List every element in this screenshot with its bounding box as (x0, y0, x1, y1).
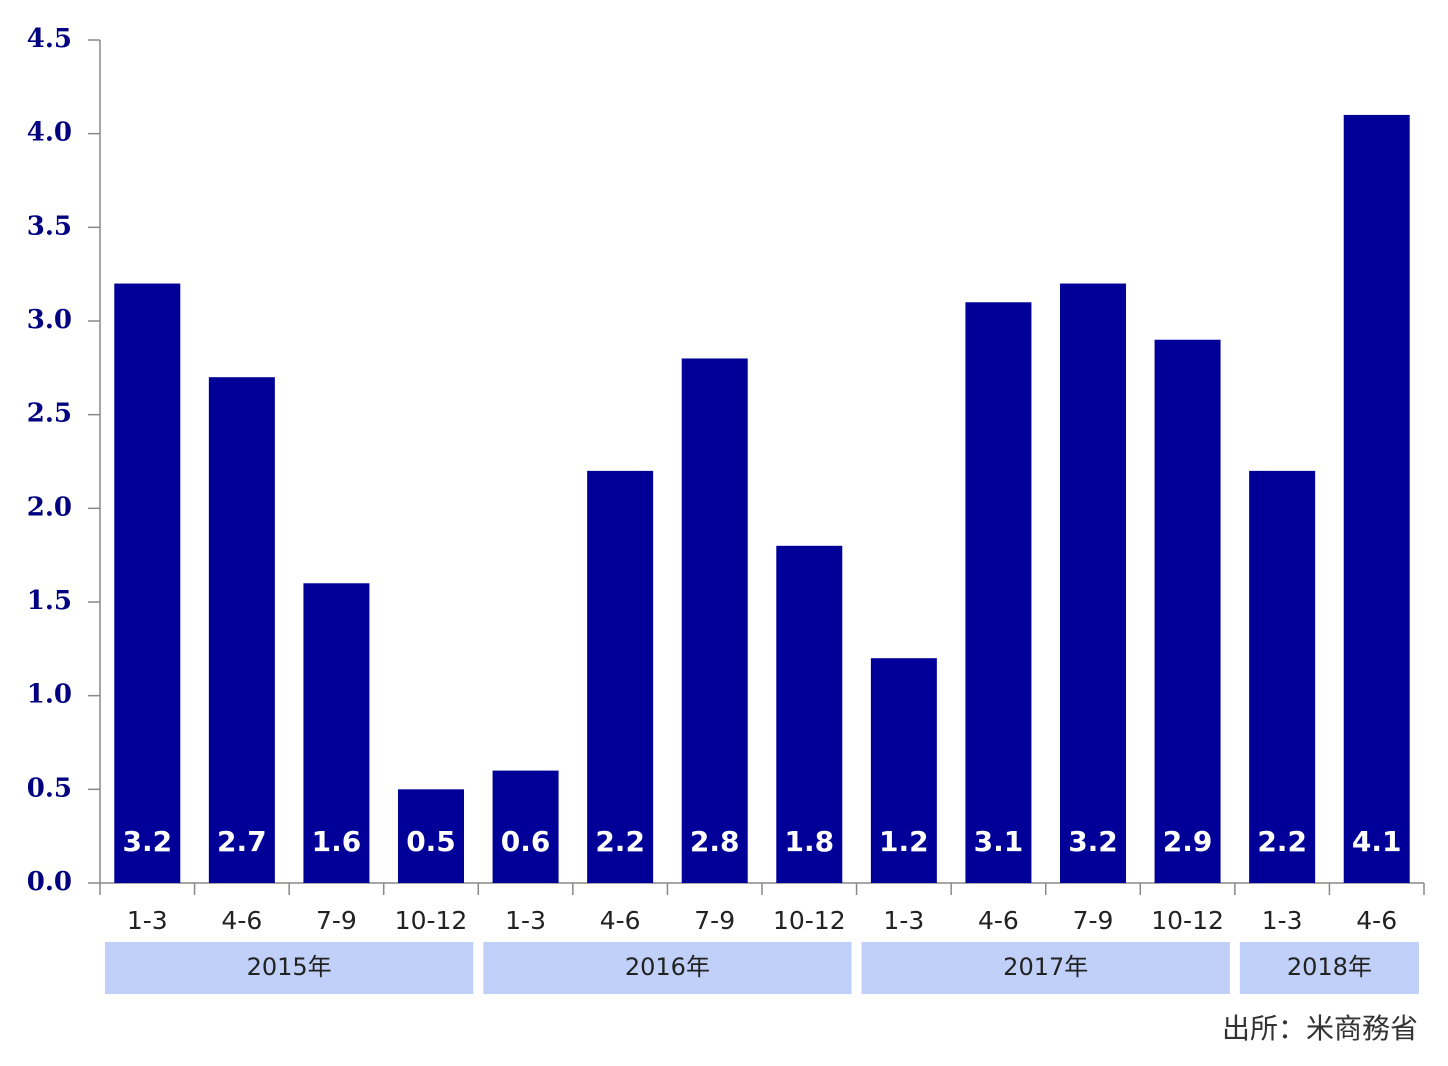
group-box (861, 942, 1230, 994)
x-tick-label: 1-3 (505, 906, 546, 935)
y-tick-label: 0.0 (27, 867, 72, 897)
y-tick-label: 2.5 (27, 399, 72, 429)
value-label: 0.6 (501, 825, 551, 858)
x-tick-label: 10-12 (395, 906, 468, 935)
x-tick-label: 4-6 (600, 906, 641, 935)
x-tick-label: 1-3 (1262, 906, 1303, 935)
value-label: 2.7 (217, 825, 267, 858)
value-label: 3.2 (1068, 825, 1118, 858)
bar (398, 789, 464, 883)
x-tick-label: 7-9 (694, 906, 735, 935)
bar (1249, 470, 1316, 883)
y-tick-label: 3.0 (27, 305, 72, 335)
value-label: 0.5 (406, 825, 456, 858)
group-label: 2015年 (247, 953, 332, 981)
group-box (1239, 942, 1419, 994)
group-box (483, 942, 852, 994)
x-tick-label: 4-6 (978, 906, 1019, 935)
value-label: 1.2 (879, 825, 929, 858)
x-tick-label: 4-6 (221, 906, 262, 935)
x-tick-label: 10-12 (1151, 906, 1224, 935)
value-label: 2.2 (595, 825, 645, 858)
bar (303, 583, 370, 883)
group-label: 2017年 (1003, 953, 1088, 981)
x-tick-label: 10-12 (773, 906, 846, 935)
x-tick-label: 7-9 (316, 906, 357, 935)
value-label: 2.9 (1163, 825, 1213, 858)
y-tick-label: 0.5 (27, 773, 72, 803)
bar (114, 283, 181, 883)
bar (1154, 339, 1221, 883)
value-label: 1.6 (312, 825, 362, 858)
bar (587, 470, 654, 883)
x-tick-label: 4-6 (1356, 906, 1397, 935)
bar (870, 658, 937, 883)
x-tick-label: 1-3 (883, 906, 924, 935)
value-label: 2.2 (1257, 825, 1307, 858)
y-tick-label: 4.0 (27, 118, 72, 148)
value-label: 4.1 (1352, 825, 1402, 858)
bar (681, 358, 748, 883)
value-label: 1.8 (784, 825, 834, 858)
bar (492, 770, 559, 883)
y-tick-label: 3.5 (27, 211, 72, 241)
x-tick-label: 1-3 (127, 906, 168, 935)
y-tick-label: 2.0 (27, 492, 72, 522)
y-tick-label: 1.5 (27, 586, 72, 616)
bar (1343, 114, 1410, 883)
bar (1060, 283, 1126, 883)
bar (965, 302, 1032, 883)
group-label: 2018年 (1287, 953, 1372, 981)
x-tick-label: 7-9 (1073, 906, 1114, 935)
bar (208, 377, 275, 883)
y-tick-label: 1.0 (27, 680, 72, 710)
value-label: 3.1 (974, 825, 1024, 858)
y-tick-label: 4.5 (27, 24, 72, 54)
bar (776, 545, 843, 883)
group-box (105, 942, 474, 994)
value-label: 3.2 (122, 825, 172, 858)
source-note: 出所：米商務省 (1222, 1012, 1418, 1045)
value-label: 2.8 (690, 825, 740, 858)
group-label: 2016年 (625, 953, 710, 981)
